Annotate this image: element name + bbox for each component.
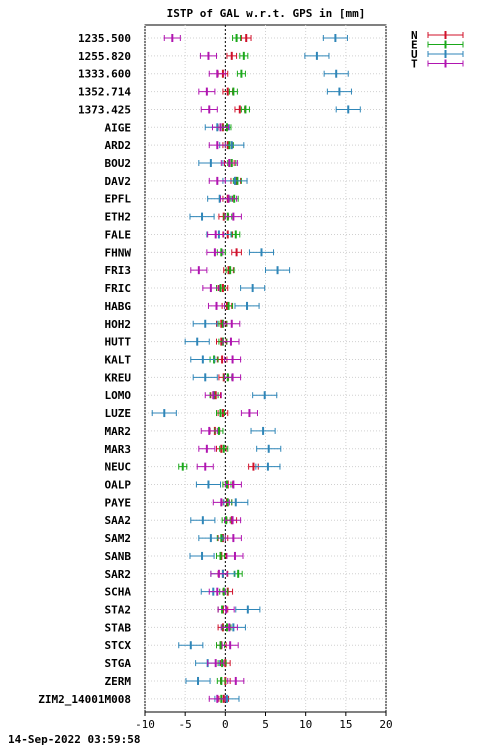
category-label: FRIC — [105, 282, 132, 295]
plot-frame — [144, 24, 387, 713]
category-label: STGA — [105, 657, 132, 670]
x-tick-label: 10 — [299, 718, 312, 731]
category-label: HUTT — [105, 336, 132, 349]
category-label: ZIM2_14001M008 — [38, 693, 131, 706]
category-label: PAYE — [105, 496, 132, 509]
category-label: SAR2 — [105, 568, 132, 581]
category-label: FALE — [105, 228, 132, 241]
category-label: KALT — [105, 353, 132, 366]
category-label: STCX — [105, 639, 132, 652]
category-label: MAR3 — [105, 443, 132, 456]
category-label: HABG — [105, 300, 132, 313]
category-label: FRI3 — [105, 264, 132, 277]
category-label: SANB — [105, 550, 132, 563]
legend-label: T — [411, 58, 418, 71]
category-label: ETH2 — [105, 211, 132, 224]
category-label: DAV2 — [105, 175, 132, 188]
x-tick-label: 15 — [339, 718, 352, 731]
category-label: 1333.600 — [78, 68, 131, 81]
category-label: ZERM — [105, 675, 132, 688]
x-tick-label: 20 — [379, 718, 392, 731]
chart-title: ISTP of GAL w.r.t. GPS in [mm] — [166, 7, 366, 20]
category-label: STAB — [105, 621, 132, 634]
category-label: 1255.820 — [78, 50, 131, 63]
x-tick-label: -5 — [179, 718, 192, 731]
category-label: SAM2 — [105, 532, 132, 545]
category-label: SCHA — [105, 586, 132, 599]
category-label: 1352.714 — [78, 86, 131, 99]
category-label: SAA2 — [105, 514, 132, 527]
x-tick-label: -10 — [135, 718, 155, 731]
legend-label: N — [411, 29, 418, 42]
category-label: FHNW — [105, 246, 132, 259]
category-label: ARD2 — [105, 139, 132, 152]
category-label: MAR2 — [105, 425, 132, 438]
timestamp: 14-Sep-2022 03:59:58 — [8, 733, 141, 746]
category-label: BOU2 — [105, 157, 132, 170]
category-label: 1235.500 — [78, 32, 131, 45]
x-tick-label: 0 — [222, 718, 229, 731]
category-label: OALP — [105, 479, 132, 492]
category-label: EPFL — [105, 193, 132, 206]
legend-label: U — [411, 48, 418, 61]
category-label: AIGE — [105, 121, 132, 134]
category-label: KREU — [105, 371, 132, 384]
category-label: 1373.425 — [78, 103, 131, 116]
category-label: NEUC — [105, 461, 132, 474]
category-label: HOH2 — [105, 318, 132, 331]
legend-label: E — [411, 39, 418, 52]
category-label: LUZE — [105, 407, 132, 420]
x-tick-label: 5 — [262, 718, 269, 731]
category-label: STA2 — [105, 604, 132, 617]
category-label: LOMO — [105, 389, 132, 402]
